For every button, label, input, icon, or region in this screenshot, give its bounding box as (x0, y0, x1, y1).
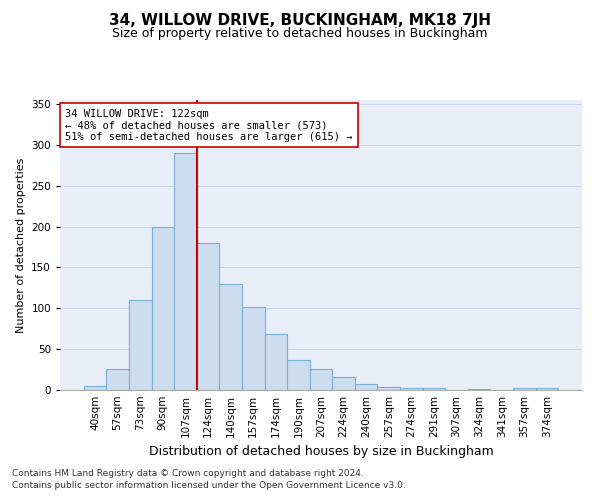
Bar (197, 243, 220, 390)
Bar (220, 284, 242, 390)
Bar (129, 300, 152, 390)
Bar (106, 369, 129, 390)
Text: 34, WILLOW DRIVE, BUCKINGHAM, MK18 7JH: 34, WILLOW DRIVE, BUCKINGHAM, MK18 7JH (109, 12, 491, 28)
Bar (377, 386, 400, 390)
Bar (400, 388, 422, 390)
Bar (468, 389, 490, 390)
Bar (242, 306, 265, 390)
Bar (355, 384, 377, 390)
Text: Contains public sector information licensed under the Open Government Licence v3: Contains public sector information licen… (12, 481, 406, 490)
Text: 34 WILLOW DRIVE: 122sqm
← 48% of detached houses are smaller (573)
51% of semi-d: 34 WILLOW DRIVE: 122sqm ← 48% of detache… (65, 108, 353, 142)
X-axis label: Distribution of detached houses by size in Buckingham: Distribution of detached houses by size … (149, 446, 493, 458)
Bar (174, 153, 197, 390)
Bar (287, 360, 310, 390)
Y-axis label: Number of detached properties: Number of detached properties (16, 158, 26, 332)
Bar (84, 386, 106, 390)
Bar (332, 377, 355, 390)
Bar (513, 388, 536, 390)
Text: Size of property relative to detached houses in Buckingham: Size of property relative to detached ho… (112, 28, 488, 40)
Bar (310, 369, 332, 390)
Bar (422, 388, 445, 390)
Bar (536, 388, 558, 390)
Bar (152, 226, 174, 390)
Bar (265, 334, 287, 390)
Text: Contains HM Land Registry data © Crown copyright and database right 2024.: Contains HM Land Registry data © Crown c… (12, 468, 364, 477)
